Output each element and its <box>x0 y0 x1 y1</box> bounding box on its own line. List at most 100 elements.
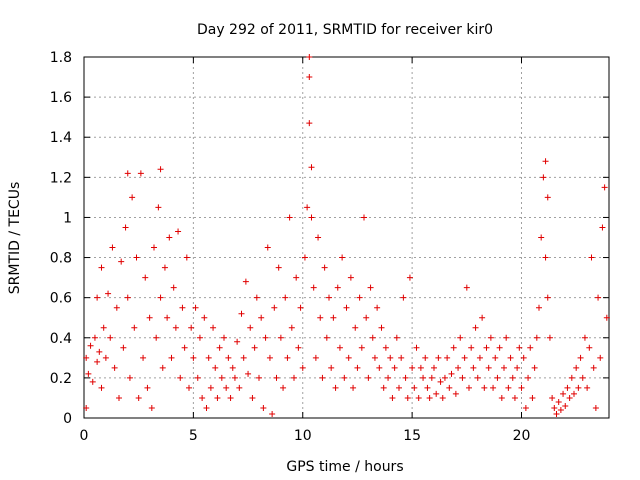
data-point <box>170 284 177 291</box>
data-point <box>472 324 479 331</box>
data-point <box>310 284 317 291</box>
data-point <box>315 234 322 241</box>
data-point <box>413 344 420 351</box>
grid-lines <box>84 57 609 418</box>
y-tick-label: 0.6 <box>50 291 72 307</box>
data-point <box>374 304 381 311</box>
data-point <box>422 354 429 361</box>
data-point <box>201 314 208 321</box>
data-point <box>188 324 195 331</box>
data-point <box>391 364 398 371</box>
data-point <box>306 54 313 60</box>
x-tick-label: 20 <box>513 428 531 444</box>
data-point <box>468 344 475 351</box>
data-point <box>240 354 247 361</box>
data-point <box>164 314 171 321</box>
data-point <box>551 404 558 411</box>
data-point <box>245 370 252 377</box>
data-point <box>536 304 542 311</box>
data-point <box>590 364 597 371</box>
data-point <box>205 354 212 361</box>
data-point <box>94 358 101 365</box>
data-point <box>247 324 254 331</box>
data-point <box>328 364 335 371</box>
data-point <box>588 254 595 261</box>
data-point <box>196 334 203 341</box>
y-tick-label: 0.8 <box>50 251 72 267</box>
data-point <box>105 290 112 297</box>
data-point <box>177 374 184 381</box>
data-point <box>124 170 131 177</box>
data-point <box>533 334 540 341</box>
data-point <box>286 214 293 221</box>
data-point <box>269 410 276 417</box>
y-tick-label: 0.2 <box>50 371 72 387</box>
data-point <box>592 404 599 411</box>
data-point <box>444 354 451 361</box>
data-point <box>603 314 610 321</box>
data-point <box>166 234 173 241</box>
y-tick-label: 1.6 <box>50 90 72 106</box>
data-point <box>518 384 525 391</box>
data-point <box>227 394 234 401</box>
data-point <box>474 374 481 381</box>
data-point <box>455 364 462 371</box>
data-point <box>345 354 352 361</box>
data-point <box>389 394 396 401</box>
data-point <box>406 274 413 281</box>
data-point <box>146 314 153 321</box>
data-point <box>96 348 103 355</box>
data-point <box>452 390 459 397</box>
data-point <box>175 228 182 235</box>
y-tick-label: 0 <box>63 411 72 427</box>
data-point <box>118 258 125 265</box>
data-point <box>142 274 149 281</box>
data-points <box>83 54 610 417</box>
data-point <box>210 324 217 331</box>
data-point <box>256 374 262 381</box>
data-point <box>98 384 105 391</box>
data-point <box>306 74 313 81</box>
data-point <box>326 294 332 301</box>
data-point <box>568 374 575 381</box>
data-point <box>584 384 591 391</box>
data-point <box>231 374 238 381</box>
data-point <box>494 374 501 381</box>
data-point <box>398 354 405 361</box>
data-point <box>98 264 105 271</box>
data-point <box>83 354 90 361</box>
data-point <box>308 164 315 171</box>
data-point <box>223 384 230 391</box>
data-point <box>236 384 243 391</box>
data-point <box>492 354 499 361</box>
data-point <box>404 394 411 401</box>
data-point <box>382 344 389 351</box>
data-point <box>155 204 162 211</box>
data-point <box>573 364 580 371</box>
y-tick-label: 1.2 <box>50 170 72 186</box>
x-tick-label: 10 <box>294 428 312 444</box>
data-point <box>457 334 464 341</box>
data-point <box>124 294 131 301</box>
data-point <box>417 364 424 371</box>
data-point <box>503 334 510 341</box>
data-point <box>352 324 359 331</box>
data-point <box>461 354 468 361</box>
data-point <box>571 390 577 397</box>
data-point <box>116 394 122 401</box>
y-tick-label: 1.4 <box>50 130 72 146</box>
data-point <box>354 364 361 371</box>
data-point <box>387 354 394 361</box>
data-point <box>428 374 435 381</box>
data-point <box>306 120 313 127</box>
data-point <box>260 404 267 411</box>
data-point <box>332 384 339 391</box>
data-point <box>218 374 225 381</box>
data-point <box>527 344 534 351</box>
data-point <box>463 284 470 291</box>
data-point <box>301 254 308 261</box>
data-point <box>542 254 549 261</box>
data-point <box>501 364 507 371</box>
data-point <box>540 174 547 181</box>
data-point <box>525 374 532 381</box>
